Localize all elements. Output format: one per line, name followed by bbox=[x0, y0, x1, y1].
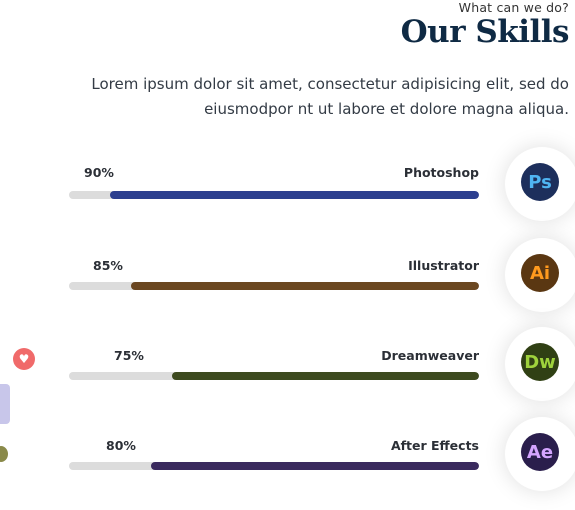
skill-percent: 90% bbox=[84, 165, 114, 180]
skill-after-effects: 80% After Effects Ae bbox=[0, 417, 575, 510]
skill-progress-fill bbox=[171, 372, 479, 380]
skill-name: Dreamweaver bbox=[381, 348, 479, 363]
skill-logo-bubble: Dw bbox=[505, 327, 575, 401]
dreamweaver-logo-icon: Dw bbox=[521, 343, 559, 381]
skill-progress-track bbox=[69, 372, 479, 380]
skill-logo-bubble: Ae bbox=[505, 417, 575, 491]
subtitle: What can we do? bbox=[458, 0, 569, 15]
photoshop-logo-icon: Ps bbox=[521, 163, 559, 201]
skill-progress-track bbox=[69, 191, 479, 199]
skill-percent: 85% bbox=[93, 258, 123, 273]
skill-name: Photoshop bbox=[403, 165, 479, 180]
skill-photoshop: 90% Photoshop Ps bbox=[0, 147, 575, 238]
skill-progress-track bbox=[69, 462, 479, 470]
after-effects-logo-icon: Ae bbox=[521, 433, 559, 471]
skill-percent: 80% bbox=[106, 438, 136, 453]
page-title: Our Skills bbox=[400, 14, 570, 50]
side-tab[interactable] bbox=[0, 384, 10, 424]
skill-progress-fill bbox=[130, 282, 479, 290]
skill-progress-track bbox=[69, 282, 479, 290]
skill-progress-fill bbox=[151, 462, 479, 470]
skill-progress-fill bbox=[110, 191, 479, 199]
skill-name: Illustrator bbox=[408, 258, 479, 273]
skill-logo-bubble: Ps bbox=[505, 147, 575, 221]
skill-name: After Effects bbox=[390, 438, 479, 453]
skill-percent: 75% bbox=[114, 348, 144, 363]
skill-logo-bubble: Ai bbox=[505, 238, 575, 312]
description: Lorem ipsum dolor sit amet, consectetur … bbox=[91, 75, 569, 118]
heart-icon[interactable]: ♥ bbox=[13, 348, 35, 370]
side-dot[interactable] bbox=[0, 446, 8, 462]
skill-illustrator: 85% Illustrator Ai bbox=[0, 238, 575, 330]
skill-dreamweaver: 75% Dreamweaver Dw bbox=[0, 327, 575, 420]
illustrator-logo-icon: Ai bbox=[521, 254, 559, 292]
